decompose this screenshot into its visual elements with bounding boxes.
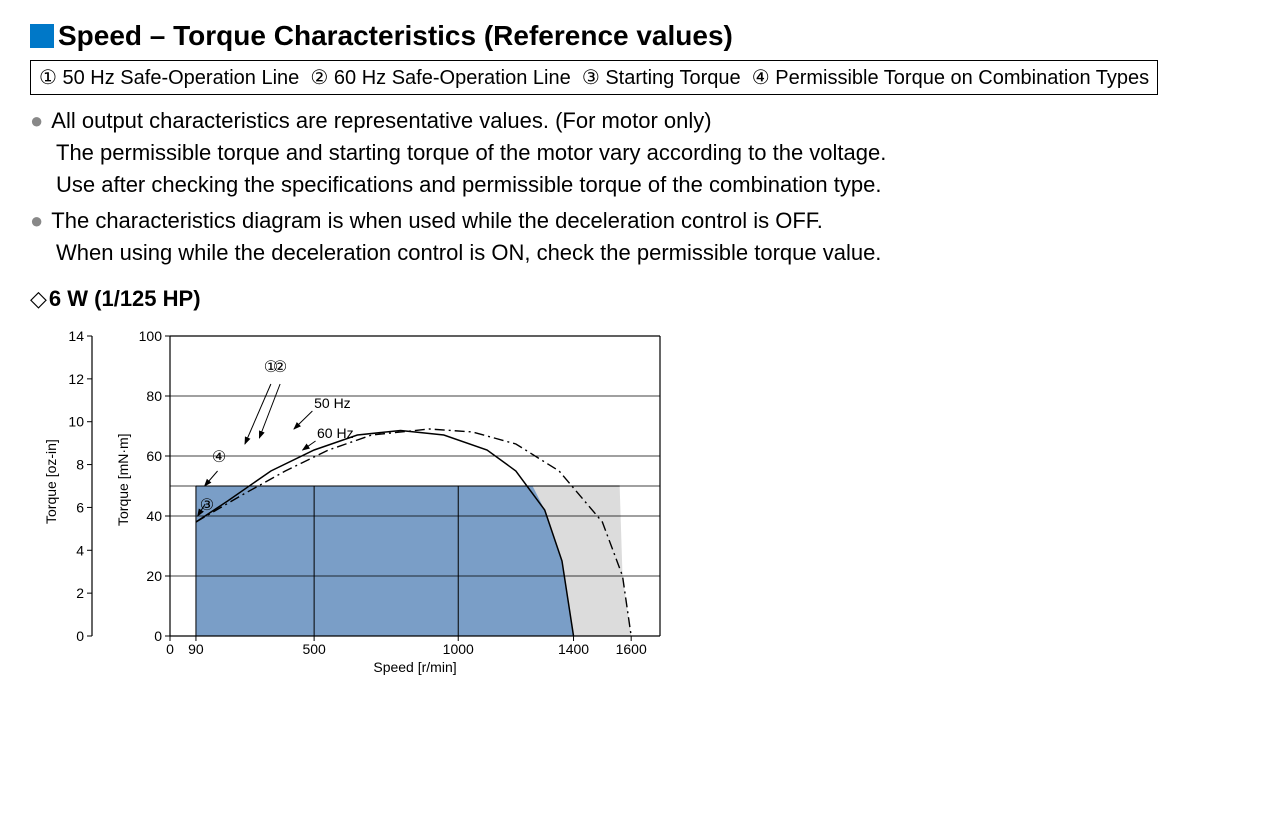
svg-text:50 Hz: 50 Hz — [314, 395, 351, 411]
svg-text:④: ④ — [212, 449, 226, 466]
svg-text:1000: 1000 — [443, 641, 474, 657]
svg-text:20: 20 — [146, 568, 162, 584]
svg-text:8: 8 — [76, 457, 84, 473]
svg-text:Torque [oz-in]: Torque [oz-in] — [43, 440, 59, 525]
svg-text:40: 40 — [146, 508, 162, 524]
svg-text:100: 100 — [139, 328, 163, 344]
svg-text:②: ② — [273, 359, 287, 376]
svg-text:0: 0 — [166, 641, 174, 657]
title-text: Speed – Torque Characteristics (Referenc… — [58, 20, 733, 52]
chart-subtitle: ◇ 6 W (1/125 HP) — [30, 286, 1250, 312]
svg-text:6: 6 — [76, 500, 84, 516]
legend-box: ① 50 Hz Safe-Operation Line ② 60 Hz Safe… — [30, 60, 1158, 95]
svg-text:60: 60 — [146, 448, 162, 464]
chart-subtitle-text: 6 W (1/125 HP) — [49, 286, 201, 312]
title-square-icon — [30, 24, 54, 48]
svg-text:1400: 1400 — [558, 641, 589, 657]
speed-torque-chart: 020406080100090500100014001600Speed [r/m… — [30, 316, 730, 696]
svg-text:60 Hz: 60 Hz — [317, 425, 354, 441]
svg-text:10: 10 — [68, 414, 84, 430]
svg-text:2: 2 — [76, 586, 84, 602]
description-bullets: ●All output characteristics are represen… — [30, 105, 1250, 268]
svg-text:80: 80 — [146, 388, 162, 404]
svg-text:500: 500 — [302, 641, 326, 657]
section-title: Speed – Torque Characteristics (Referenc… — [30, 20, 1250, 52]
svg-text:14: 14 — [68, 328, 84, 344]
svg-text:Speed [r/min]: Speed [r/min] — [373, 659, 456, 675]
svg-text:4: 4 — [76, 543, 84, 559]
svg-text:1600: 1600 — [616, 641, 647, 657]
svg-text:0: 0 — [154, 628, 162, 644]
svg-text:③: ③ — [200, 497, 214, 514]
svg-text:90: 90 — [188, 641, 204, 657]
svg-text:0: 0 — [76, 628, 84, 644]
svg-text:Torque [mN·m]: Torque [mN·m] — [115, 434, 131, 527]
svg-text:12: 12 — [68, 371, 84, 387]
diamond-icon: ◇ — [30, 286, 47, 312]
